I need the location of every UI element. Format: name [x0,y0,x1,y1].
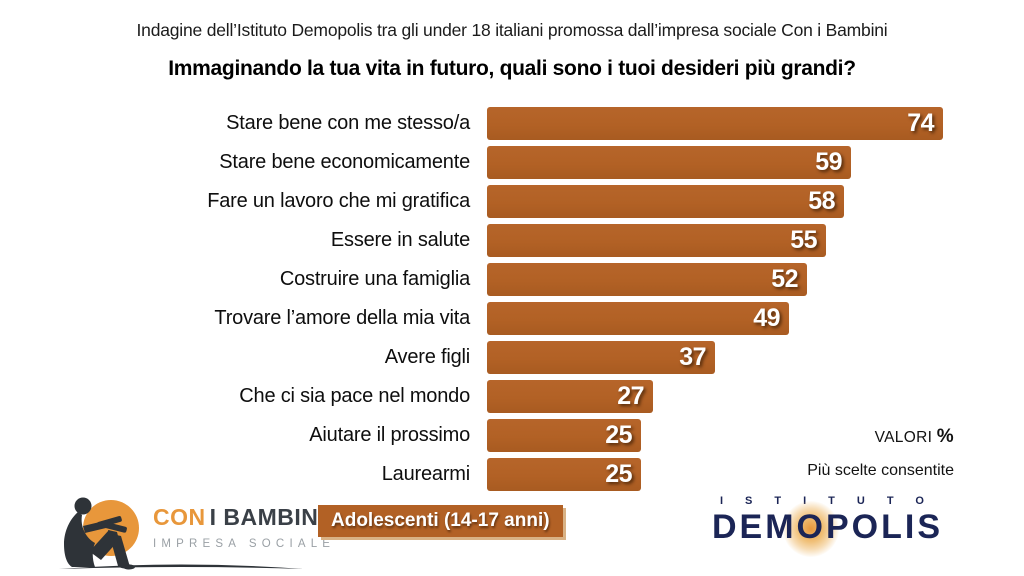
bar-value: 58 [808,187,835,215]
demopolis-sun-icon [783,501,839,557]
bar-value: 49 [753,304,780,332]
chart-row: Avere figli 37 [0,341,943,374]
demopolis-wordmark-wrap: DEMOPOLIS [712,501,962,557]
chart-question-title: Immaginando la tua vita in futuro, quali… [168,57,856,80]
survey-source-line: Indagine dell’Istituto Demopolis tra gli… [136,20,888,40]
cib-name-bambini: I BAMBINI [209,504,326,530]
bar: 55 [487,224,826,257]
bar-value: 52 [771,265,798,293]
bar: 49 [487,302,789,335]
bar: 59 [487,146,851,179]
bar-value: 74 [907,109,934,137]
bar-label: Costruire una famiglia [279,268,470,290]
demopolis-istituto: ISTITUTO [720,495,946,507]
demopolis-wordmark: DEMOPOLIS [712,508,944,546]
chart-row: Aiutare il prossimo 25 [0,419,943,452]
bar-label: Fare un lavoro che mi gratifica [207,190,470,212]
bar-value: 37 [679,343,706,371]
bar: 37 [487,341,715,374]
bar-value: 25 [605,421,632,449]
bar: 74 [487,107,943,140]
bar: 25 [487,419,641,452]
bar-value: 25 [605,460,632,488]
chart-row: Essere in salute 55 [0,224,943,257]
demopolis-logo: ISTITUTO DEMOPOLIS [712,495,962,557]
chart-row: Costruire una famiglia 52 [0,263,943,296]
bar-label: Stare bene con me stesso/a [226,112,470,134]
valori-text: VALORI [874,429,937,446]
bar-label: Stare bene economicamente [219,151,470,173]
bar-value: 59 [815,148,842,176]
chart-row: Stare bene con me stesso/a 74 [0,107,943,140]
con-i-bambini-logo: CON I BAMBINI IMPRESA SOCIALE [55,484,330,574]
bar-label: Aiutare il prossimo [309,424,470,446]
chart-row: Fare un lavoro che mi gratifica 58 [0,185,943,218]
bar: 25 [487,458,641,491]
chart-row: Stare bene economicamente 59 [0,146,943,179]
values-note-block: VALORI % Più scelte consentite [807,426,954,480]
chart-row: Che ci sia pace nel mondo 27 [0,380,943,413]
cib-name-con: CON [153,504,206,530]
cib-subtitle: IMPRESA SOCIALE [153,538,336,550]
multiple-choice-note: Più scelte consentite [807,462,954,479]
child-reading-icon [59,497,303,570]
chart-row: Laurearmi 25 [0,458,943,491]
audience-badge: Adolescenti (14-17 anni) [318,505,563,537]
bar-value: 27 [617,382,644,410]
bar-label: Che ci sia pace nel mondo [239,385,470,407]
con-i-bambini-name: CON I BAMBINI [153,504,335,531]
bar-label: Trovare l’amore della mia vita [214,307,470,329]
bar-label: Laurearmi [381,463,470,485]
bar-value: 55 [790,226,817,254]
bar: 27 [487,380,653,413]
bar: 58 [487,185,844,218]
chart-row: Trovare l’amore della mia vita 49 [0,302,943,335]
values-unit-label: VALORI % [807,426,954,448]
percent-sign: % [936,426,954,447]
bar: 52 [487,263,807,296]
bar-label: Essere in salute [330,229,470,251]
bar-label: Avere figli [384,346,470,368]
con-i-bambini-text: CON I BAMBINI IMPRESA SOCIALE [153,504,335,550]
bar-chart: Stare bene con me stesso/a 74 Stare bene… [0,107,943,491]
